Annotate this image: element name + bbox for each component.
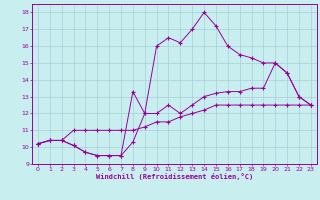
X-axis label: Windchill (Refroidissement éolien,°C): Windchill (Refroidissement éolien,°C) — [96, 173, 253, 180]
